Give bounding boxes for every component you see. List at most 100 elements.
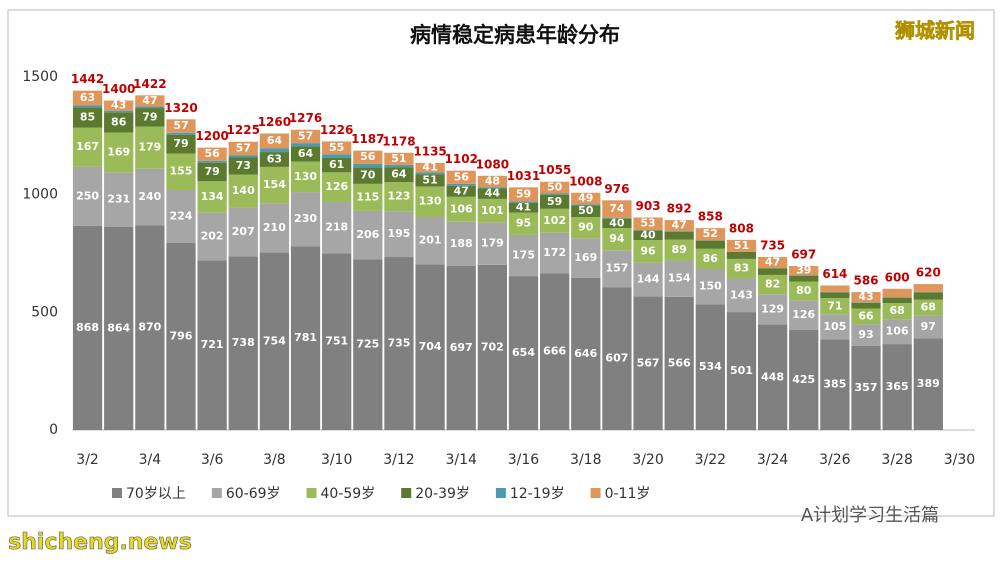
total-label: 903 bbox=[636, 199, 661, 213]
bar-segment bbox=[882, 297, 912, 304]
segment-label: 206 bbox=[356, 228, 379, 241]
legend-label: 20-39岁 bbox=[415, 486, 470, 502]
segment-label: 130 bbox=[419, 195, 442, 208]
total-label: 1276 bbox=[289, 111, 322, 125]
bar-segment bbox=[446, 196, 476, 222]
segment-label: 754 bbox=[263, 334, 286, 347]
segment-label: 389 bbox=[917, 377, 940, 390]
bar-segment bbox=[757, 294, 788, 325]
segment-label: 41 bbox=[516, 201, 531, 214]
segment-label: 52 bbox=[703, 227, 718, 240]
segment-label: 49 bbox=[578, 192, 593, 205]
segment-label: 154 bbox=[668, 272, 691, 285]
bar-segment bbox=[477, 188, 507, 199]
bar-segment bbox=[571, 277, 601, 430]
bar-segment bbox=[259, 166, 290, 204]
y-tick-label: 1500 bbox=[22, 69, 58, 85]
total-label: 1442 bbox=[71, 72, 104, 86]
segment-label: 870 bbox=[138, 321, 161, 334]
segment-label: 179 bbox=[138, 141, 161, 154]
x-tick-label: 3/16 bbox=[508, 452, 540, 468]
bar-segment bbox=[820, 292, 850, 298]
bar-segment bbox=[726, 312, 757, 430]
bar-segment bbox=[104, 100, 134, 111]
legend-swatch bbox=[590, 488, 601, 498]
bar-segment bbox=[540, 208, 570, 233]
bar-segment bbox=[72, 90, 103, 106]
bar-segment bbox=[695, 228, 725, 241]
segment-label: 47 bbox=[672, 219, 687, 232]
segment-label: 130 bbox=[294, 170, 317, 183]
segment-label: 55 bbox=[329, 141, 344, 154]
segment-label: 41 bbox=[422, 161, 437, 174]
bar-segment bbox=[664, 239, 694, 261]
bar-segment bbox=[851, 292, 881, 303]
bar-segment bbox=[633, 262, 663, 297]
segment-label: 534 bbox=[699, 360, 722, 373]
total-label: 1008 bbox=[569, 174, 602, 188]
segment-label: 134 bbox=[201, 190, 224, 203]
segment-label: 63 bbox=[80, 91, 95, 104]
bar-segment bbox=[166, 134, 196, 154]
x-tick-label: 3/2 bbox=[76, 452, 99, 468]
segment-label: 57 bbox=[173, 119, 188, 132]
segment-label: 231 bbox=[107, 192, 130, 205]
bar-segment bbox=[477, 175, 507, 188]
bar-segment bbox=[228, 256, 258, 430]
bar-segment bbox=[540, 273, 570, 430]
bar-segment bbox=[290, 161, 321, 193]
segment-label: 721 bbox=[201, 338, 224, 351]
segment-label: 85 bbox=[80, 111, 95, 124]
segment-label: 725 bbox=[356, 338, 379, 351]
segment-label: 82 bbox=[765, 278, 780, 291]
x-tick-label: 3/22 bbox=[695, 452, 726, 468]
bar-segment bbox=[757, 268, 788, 275]
bar-segment bbox=[882, 319, 912, 345]
segment-label: 224 bbox=[169, 209, 192, 222]
total-label: 1226 bbox=[320, 123, 353, 137]
segment-label: 218 bbox=[325, 221, 348, 234]
segment-label: 796 bbox=[169, 329, 192, 342]
total-label: 1422 bbox=[133, 77, 166, 91]
bar-segment bbox=[757, 257, 788, 269]
segment-label: 70 bbox=[360, 169, 376, 182]
segment-label: 106 bbox=[450, 202, 473, 215]
segment-label: 123 bbox=[387, 190, 410, 203]
bar-segment bbox=[789, 329, 819, 430]
bar-segment bbox=[197, 212, 227, 261]
total-label: 697 bbox=[791, 247, 816, 261]
segment-label: 63 bbox=[267, 152, 282, 165]
bar-segment bbox=[913, 292, 943, 300]
total-label: 1187 bbox=[351, 132, 384, 146]
total-label: 600 bbox=[885, 270, 910, 284]
bar-segment bbox=[104, 110, 134, 113]
bar-segment bbox=[508, 202, 539, 213]
bar-segment bbox=[726, 251, 757, 259]
segment-label: 97 bbox=[921, 320, 936, 333]
bar-segment bbox=[571, 192, 601, 205]
segment-label: 202 bbox=[201, 230, 224, 243]
segment-label: 83 bbox=[734, 262, 749, 275]
legend-label: 0-11岁 bbox=[605, 486, 651, 502]
bar-segment bbox=[290, 143, 321, 147]
segment-label: 697 bbox=[450, 341, 473, 354]
segment-label: 47 bbox=[142, 94, 157, 107]
bar-segment bbox=[384, 164, 414, 168]
legend-swatch bbox=[495, 488, 506, 498]
x-tick-label: 3/12 bbox=[383, 452, 414, 468]
x-tick-label: 3/26 bbox=[819, 452, 851, 468]
bar-segment bbox=[259, 203, 290, 253]
segment-label: 95 bbox=[516, 217, 531, 230]
segment-label: 90 bbox=[578, 221, 594, 234]
bar-segment bbox=[166, 119, 196, 133]
bar-segment bbox=[72, 107, 103, 128]
bar-segment bbox=[415, 172, 445, 175]
bar-segment bbox=[851, 308, 881, 325]
bar-segment bbox=[571, 204, 601, 206]
segment-label: 868 bbox=[76, 321, 99, 334]
bar-segment bbox=[851, 345, 881, 430]
segment-label: 68 bbox=[889, 304, 904, 317]
segment-label: 80 bbox=[796, 284, 812, 297]
bar-segment bbox=[384, 167, 414, 183]
